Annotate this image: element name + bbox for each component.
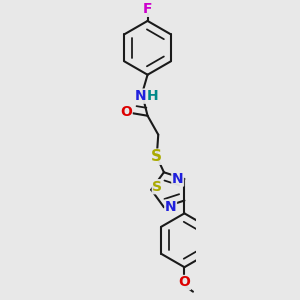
Text: N: N [172,172,184,186]
Text: N: N [134,89,146,103]
Text: S: S [151,149,162,164]
Text: H: H [147,89,158,103]
Text: F: F [143,2,152,16]
Text: O: O [120,105,132,119]
Text: O: O [178,275,190,290]
Text: S: S [152,180,162,194]
Text: N: N [165,200,176,214]
